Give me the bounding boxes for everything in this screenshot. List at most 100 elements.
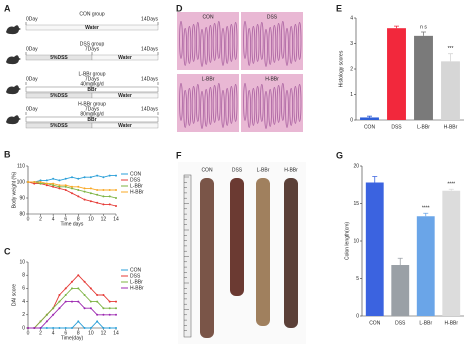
point <box>64 177 67 180</box>
point <box>45 327 48 329</box>
y-tick-label: 80 <box>19 211 25 217</box>
point <box>39 320 42 323</box>
y-tick-label: 3 <box>350 41 353 47</box>
point <box>64 184 67 187</box>
day-label: 7Days <box>85 76 100 82</box>
error-bar <box>372 176 378 183</box>
crypt <box>264 28 268 67</box>
point <box>58 294 61 296</box>
bar <box>365 182 384 316</box>
panel-label: A <box>4 3 11 13</box>
point <box>89 307 92 310</box>
crypt <box>183 27 188 66</box>
point <box>96 174 99 177</box>
legend-label: L-BBr <box>130 279 143 285</box>
point <box>108 195 111 198</box>
error-bar <box>448 53 453 62</box>
crypt <box>289 87 294 126</box>
point <box>45 179 48 182</box>
image-label: DSS <box>267 14 278 20</box>
x-tick-label: 14 <box>113 330 119 336</box>
point <box>64 327 67 329</box>
point <box>52 307 55 310</box>
x-tick-label: 2 <box>39 216 42 222</box>
y-tick-label: 5 <box>356 276 359 282</box>
panel-label: B <box>4 149 11 159</box>
point <box>45 182 48 185</box>
x-tick-label: L-BBr <box>419 320 432 326</box>
point <box>58 185 61 188</box>
x-tick-label: 8 <box>77 330 80 336</box>
crypt <box>259 83 264 122</box>
point <box>108 189 111 191</box>
point <box>39 181 42 183</box>
point <box>64 189 67 191</box>
point <box>52 184 55 187</box>
point <box>33 327 36 329</box>
crypt <box>268 88 273 127</box>
point <box>64 300 67 303</box>
point <box>83 294 86 296</box>
mouse-icon <box>6 85 21 95</box>
crypt <box>196 83 200 122</box>
point <box>71 280 73 283</box>
x-tick-label: 6 <box>64 330 67 336</box>
significance: **** <box>447 182 455 188</box>
phase-bar <box>25 24 159 31</box>
point <box>89 176 92 179</box>
x-tick-label: 10 <box>88 216 94 222</box>
point <box>71 287 73 290</box>
point <box>33 181 36 183</box>
crypt <box>187 87 192 126</box>
sample-label: DSS <box>232 167 243 173</box>
crypt <box>179 20 183 59</box>
point <box>52 313 55 316</box>
point <box>83 327 86 329</box>
y-tick-label: 4 <box>22 299 25 305</box>
crypt <box>221 27 225 66</box>
crypt <box>229 85 234 124</box>
crypt <box>191 23 196 62</box>
point <box>58 179 61 182</box>
drug-bar <box>25 86 159 93</box>
bar <box>442 190 461 316</box>
phase-label: 5%DSS <box>50 93 68 99</box>
x-tick-label: DSS <box>395 320 406 326</box>
x-tick-label: 10 <box>88 330 94 336</box>
point <box>45 313 48 316</box>
y-tick-label: 110 <box>17 163 25 169</box>
mouse-icon <box>6 25 21 35</box>
phase-label: Water <box>118 123 132 129</box>
legend-label: DSS <box>130 177 141 183</box>
x-axis-label: Time days <box>61 221 84 227</box>
y-tick-label: 10 <box>19 259 25 265</box>
crypt <box>212 22 217 61</box>
phase-label: Water <box>85 25 99 31</box>
y-tick-label: 0 <box>356 313 359 319</box>
point <box>89 200 92 203</box>
phase-label: 5%DSS <box>50 123 68 129</box>
y-tick-label: 0 <box>350 117 353 123</box>
error-bar <box>394 25 399 29</box>
crypt <box>208 24 213 63</box>
y-tick-label: 15 <box>353 201 359 207</box>
bar <box>387 28 406 121</box>
point <box>102 195 105 198</box>
point <box>96 193 99 196</box>
error-bar <box>397 257 403 265</box>
phase-label: Water <box>118 93 132 99</box>
point <box>77 185 80 188</box>
x-tick-label: 0 <box>27 216 30 222</box>
point <box>89 287 92 290</box>
point <box>96 201 99 204</box>
crypt <box>255 85 260 124</box>
crypt <box>276 84 281 123</box>
point <box>64 185 67 188</box>
x-tick-label: 12 <box>101 330 107 336</box>
point <box>71 187 73 190</box>
point <box>83 198 86 201</box>
crypt <box>191 85 196 124</box>
crypt <box>280 20 285 59</box>
bar <box>414 35 433 120</box>
